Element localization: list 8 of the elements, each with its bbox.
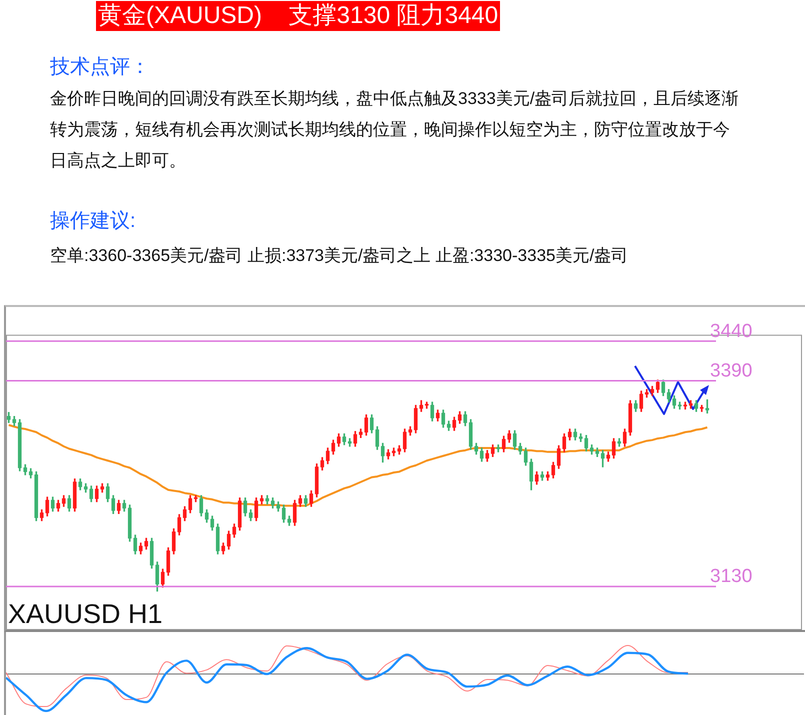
text: 操作建议: xyxy=(50,209,137,234)
y-tick-label: 3130 xyxy=(710,566,752,588)
y-tick-label: 3390 xyxy=(710,360,752,382)
text: 空单:3360-3365美元/盎司 止损:3373美元/盎司之上 止盈:3330-3335美元/盎司 xyxy=(50,245,630,267)
text: 技术点评： xyxy=(50,55,151,80)
text: 金价昨日晚间的回调没有跌至长期均线，盘中低点触及3333美元/盎司后就拉回，且后续逐渐转为震荡，短线有机会再次测试长期均线的位置，晚间操作以短空为主，防守位置改放于今日高点之上即可。 xyxy=(50,88,740,172)
annotation: XAUUSD H1 xyxy=(8,598,163,629)
chart-title: 黄金(XAUUSD) 支撑3130 阻力3440 xyxy=(96,1,500,31)
